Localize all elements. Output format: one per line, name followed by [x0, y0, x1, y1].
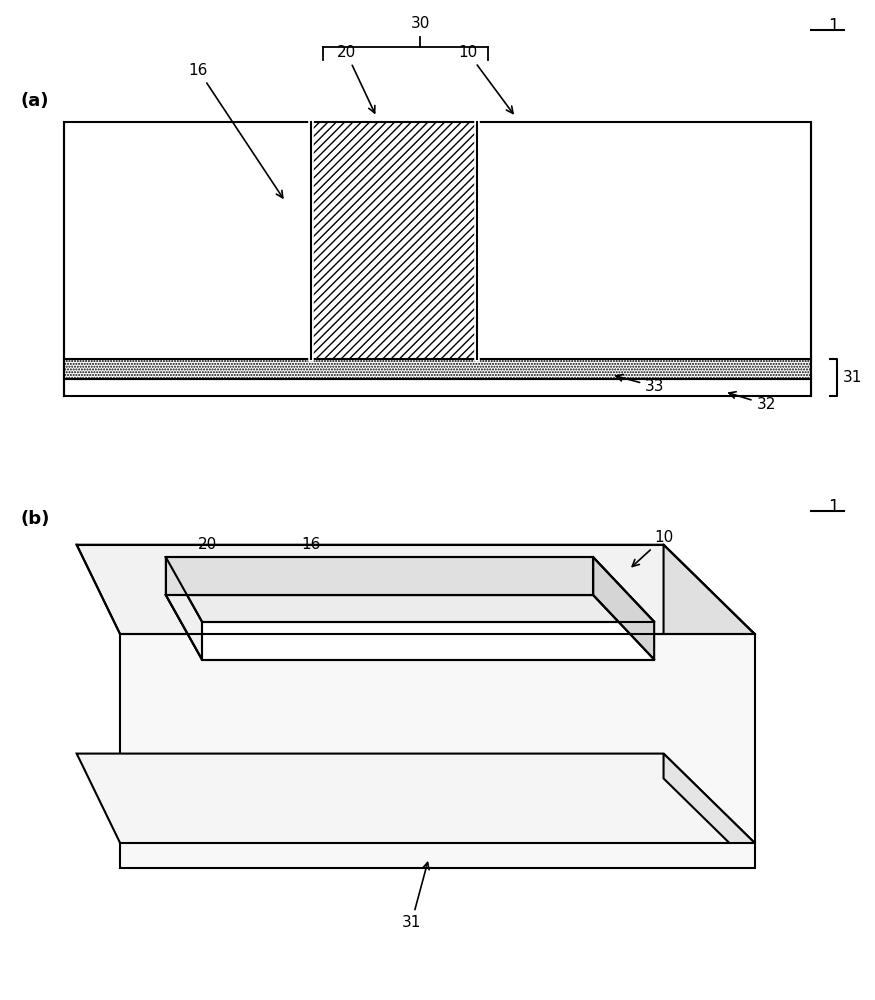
Text: 16: 16	[244, 537, 321, 633]
Bar	[64, 122, 311, 359]
Polygon shape	[202, 622, 654, 660]
Polygon shape	[166, 557, 202, 660]
Text: 10: 10	[633, 530, 673, 566]
Polygon shape	[120, 634, 755, 843]
Text: 20: 20	[337, 45, 374, 113]
Text: (a): (a)	[20, 92, 49, 110]
Text: 32: 32	[729, 392, 776, 412]
Polygon shape	[593, 557, 654, 660]
Bar	[64, 359, 811, 379]
Bar	[312, 122, 477, 359]
Bar	[477, 122, 811, 359]
Text: 1: 1	[828, 498, 838, 516]
Text: 30: 30	[410, 16, 430, 31]
Text: 1: 1	[828, 17, 838, 35]
Polygon shape	[77, 754, 755, 843]
Polygon shape	[166, 595, 654, 660]
Polygon shape	[166, 557, 654, 622]
Polygon shape	[663, 545, 755, 843]
Polygon shape	[166, 557, 593, 595]
Text: 20: 20	[198, 537, 217, 612]
Bar	[64, 379, 811, 396]
Text: 10: 10	[458, 45, 513, 113]
Text: 31: 31	[402, 862, 429, 930]
Polygon shape	[120, 843, 755, 868]
Text: 31: 31	[843, 370, 862, 385]
Polygon shape	[663, 754, 755, 868]
Polygon shape	[77, 545, 755, 634]
Text: 33: 33	[616, 374, 665, 394]
Text: 16: 16	[189, 63, 283, 198]
Text: (b): (b)	[20, 510, 50, 528]
